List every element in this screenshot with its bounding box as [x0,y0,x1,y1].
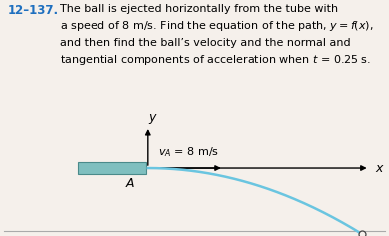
Text: 12–137.: 12–137. [8,4,59,17]
Text: The ball is ejected horizontally from the tube with
a speed of 8 m/s. Find the e: The ball is ejected horizontally from th… [60,4,374,67]
Text: x: x [375,161,383,175]
Text: $v_A$ = 8 m/s: $v_A$ = 8 m/s [158,145,219,159]
Text: y: y [148,111,155,124]
Text: A: A [126,177,135,190]
FancyBboxPatch shape [78,162,146,174]
